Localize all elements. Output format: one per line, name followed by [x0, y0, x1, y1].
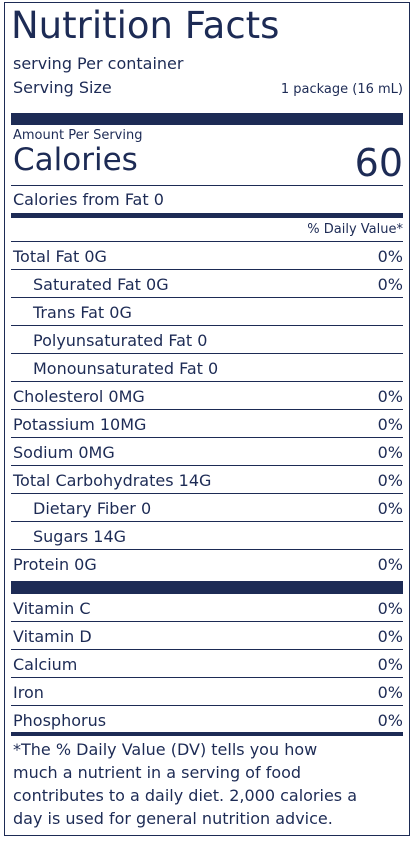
rule [11, 677, 403, 678]
rule [11, 437, 403, 438]
nutrient-name: Total Carbohydrates 14G [13, 471, 212, 490]
nutrient-dv: 0% [377, 443, 403, 462]
nutrient-name: Protein 0G [13, 555, 97, 574]
nutrient-dv: 0% [377, 711, 403, 730]
nutrient-dv: 0% [377, 387, 403, 406]
footnote-line: day is used for general nutrition advice… [13, 809, 333, 828]
medium-rule [11, 213, 403, 218]
footnote-line: contributes to a daily diet. 2,000 calor… [13, 786, 358, 805]
rule [11, 409, 403, 410]
rule [11, 185, 403, 186]
nutrient-dv: 0% [377, 499, 403, 518]
rule [11, 593, 403, 594]
rule [11, 465, 403, 466]
nutrient-name: Dietary Fiber 0 [33, 499, 152, 518]
thick-rule [11, 113, 403, 125]
nutrient-name: Vitamin C [13, 599, 91, 618]
nutrient-dv: 0% [377, 247, 403, 266]
nutrition-label: Nutrition Facts serving Per container Se… [4, 2, 410, 836]
nutrient-dv: 0% [377, 275, 403, 294]
rule [11, 381, 403, 382]
rule [11, 325, 403, 326]
nutrient-dv: 0% [377, 555, 403, 574]
nutrient-name: Vitamin D [13, 627, 92, 646]
nutrient-dv: 0% [377, 627, 403, 646]
nutrient-name: Polyunsaturated Fat 0 [33, 331, 208, 350]
nutrient-name: Sugars 14G [33, 527, 127, 546]
rule [11, 493, 403, 494]
amount-label: Amount Per Serving [13, 128, 143, 143]
rule [11, 649, 403, 650]
nutrient-name: Sodium 0MG [13, 443, 115, 462]
medium-rule [11, 732, 403, 736]
thick-rule [11, 581, 403, 593]
nutrient-name: Phosphorus [13, 711, 107, 730]
title: Nutrition Facts [11, 4, 280, 47]
nutrient-name: Monounsaturated Fat 0 [33, 359, 219, 378]
calories-from-fat: Calories from Fat 0 [13, 190, 164, 209]
serving-size-label: Serving Size [13, 78, 112, 97]
footnote-line: much a nutrient in a serving of food [13, 763, 302, 782]
calories-value: 60 [354, 141, 403, 185]
nutrient-dv: 0% [377, 655, 403, 674]
calories-label: Calories [13, 142, 138, 178]
nutrient-name: Potassium 10MG [13, 415, 147, 434]
nutrient-dv: 0% [377, 683, 403, 702]
rule [11, 621, 403, 622]
rule [11, 297, 403, 298]
rule [11, 521, 403, 522]
serving-size-value: 1 package (16 mL) [280, 82, 403, 97]
rule [11, 353, 403, 354]
rule [11, 549, 403, 550]
nutrient-name: Total Fat 0G [13, 247, 107, 266]
nutrient-dv: 0% [377, 599, 403, 618]
nutrient-name: Cholesterol 0MG [13, 387, 145, 406]
daily-value-header: % Daily Value* [307, 222, 403, 237]
nutrient-name: Saturated Fat 0G [33, 275, 169, 294]
nutrient-name: Calcium [13, 655, 78, 674]
nutrient-dv: 0% [377, 415, 403, 434]
nutrient-dv: 0% [377, 471, 403, 490]
nutrient-name: Iron [13, 683, 44, 702]
nutrient-name: Trans Fat 0G [33, 303, 132, 322]
rule [11, 705, 403, 706]
servings: serving Per container [13, 54, 184, 73]
rule [11, 269, 403, 270]
rule [11, 241, 403, 242]
footnote-line: *The % Daily Value (DV) tells you how [13, 740, 318, 759]
